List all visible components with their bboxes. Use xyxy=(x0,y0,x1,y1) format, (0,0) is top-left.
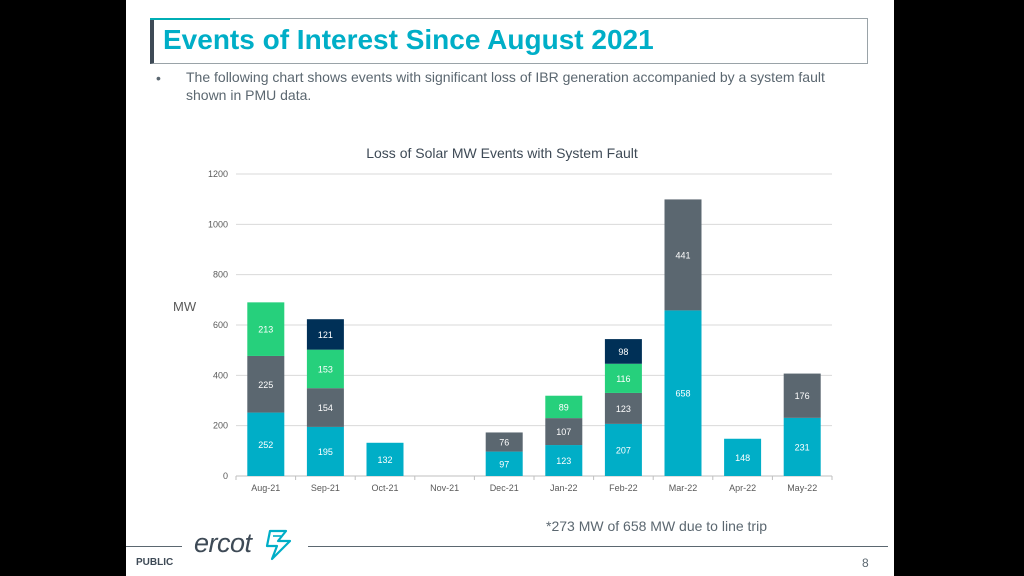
bar-segment xyxy=(545,445,583,476)
footer-divider-left xyxy=(126,546,182,547)
data-label: 116 xyxy=(616,374,630,384)
data-label: 195 xyxy=(318,447,333,457)
bar-segment xyxy=(783,373,821,418)
bar-segment xyxy=(604,392,642,424)
data-label: 213 xyxy=(258,325,273,335)
ercot-logo: ercot xyxy=(194,528,252,558)
y-tick-label: 200 xyxy=(213,421,228,431)
footer-divider-right xyxy=(308,546,888,547)
bar-segment xyxy=(664,199,702,311)
y-axis-label: MW xyxy=(173,299,197,314)
x-tick-label: Dec-21 xyxy=(490,483,519,493)
ercot-star-icon xyxy=(265,529,292,561)
data-label: 252 xyxy=(258,440,273,450)
data-label: 153 xyxy=(318,364,333,374)
slide-title: Events of Interest Since August 2021 xyxy=(163,24,654,55)
x-tick-label: Nov-21 xyxy=(430,483,459,493)
bar-segment xyxy=(545,418,583,446)
x-tick-label: Jan-22 xyxy=(550,483,578,493)
y-tick-label: 1000 xyxy=(208,219,228,229)
data-label: 121 xyxy=(318,330,333,340)
data-label: 225 xyxy=(258,380,273,390)
bar-segment xyxy=(306,319,344,350)
public-label: PUBLIC xyxy=(136,557,174,568)
title-frame xyxy=(150,18,868,64)
data-label: 176 xyxy=(795,391,810,401)
data-label: 107 xyxy=(556,427,571,437)
y-tick-label: 0 xyxy=(223,471,228,481)
bullet-text: The following chart shows events with si… xyxy=(186,69,825,103)
bar-segment xyxy=(366,442,404,476)
x-tick-label: May-22 xyxy=(787,483,817,493)
x-tick-label: Oct-21 xyxy=(371,483,398,493)
data-label: 89 xyxy=(559,402,569,412)
bar-segment xyxy=(306,426,344,476)
bar-segment xyxy=(247,302,285,356)
data-label: 98 xyxy=(618,347,628,357)
bar-segment xyxy=(247,412,285,476)
bar-segment xyxy=(485,432,523,452)
title-accent xyxy=(150,18,230,20)
stacked-bar-chart: Loss of Solar MW Events with System Faul… xyxy=(173,145,833,493)
y-tick-label: 800 xyxy=(213,270,228,280)
data-label: 441 xyxy=(675,250,690,260)
data-label: 658 xyxy=(675,389,690,399)
data-label: 148 xyxy=(735,453,750,463)
data-label: 97 xyxy=(499,459,509,469)
bar-segment xyxy=(485,451,523,476)
bar-segment xyxy=(664,310,702,476)
data-label: 76 xyxy=(499,438,509,448)
bar-segment xyxy=(724,438,762,476)
data-label: 154 xyxy=(318,403,333,413)
chart-title: Loss of Solar MW Events with System Faul… xyxy=(366,145,638,161)
bar-segment xyxy=(604,423,642,476)
data-label: 231 xyxy=(795,442,810,452)
data-label: 207 xyxy=(616,445,631,455)
x-tick-label: Feb-22 xyxy=(609,483,638,493)
bar-segment xyxy=(604,339,642,364)
y-tick-label: 600 xyxy=(213,320,228,330)
bar-segment xyxy=(306,388,344,427)
data-label: 123 xyxy=(556,456,571,466)
x-tick-label: Sep-21 xyxy=(311,483,340,493)
x-tick-label: Mar-22 xyxy=(669,483,698,493)
y-tick-label: 1200 xyxy=(208,169,228,179)
bullet-icon: • xyxy=(156,70,161,86)
x-tick-label: Aug-21 xyxy=(251,483,280,493)
bar-segment xyxy=(604,363,642,393)
y-tick-label: 400 xyxy=(213,370,228,380)
bar-segment xyxy=(247,355,285,413)
bar-segment xyxy=(306,349,344,389)
bar-segment xyxy=(545,395,583,419)
bar-segment xyxy=(783,417,821,476)
slide: Events of Interest Since August 2021 • T… xyxy=(126,0,894,576)
x-tick-label: Apr-22 xyxy=(729,483,756,493)
data-label: 123 xyxy=(616,404,631,414)
page-number: 8 xyxy=(862,556,869,570)
footnote: *273 MW of 658 MW due to line trip xyxy=(546,518,767,534)
data-label: 132 xyxy=(377,455,392,465)
